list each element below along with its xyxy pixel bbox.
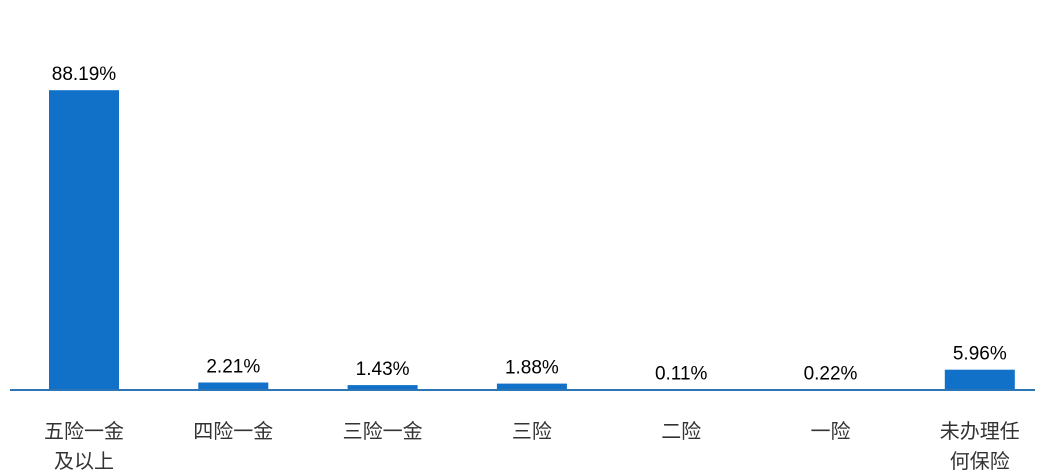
category-label-3: 三险 <box>512 419 552 443</box>
data-label-3: 1.88% <box>505 358 559 379</box>
bar-3 <box>496 383 567 390</box>
bar-1 <box>198 382 269 390</box>
category-label-6-line-1: 何保险 <box>950 449 1010 472</box>
bars-group <box>49 90 1015 390</box>
category-label-0-line-1: 及以上 <box>54 449 114 472</box>
bar-0 <box>49 90 119 390</box>
category-label-0-line-0: 五险一金 <box>44 419 124 443</box>
data-label-2: 1.43% <box>356 359 410 380</box>
bar-2 <box>347 385 418 390</box>
bar-6 <box>944 369 1015 390</box>
data-label-5: 0.22% <box>804 363 858 384</box>
data-labels-group: 88.19% 2.21% 1.43% 1.88% 0.11% 0.22% 5.96% <box>52 64 1007 384</box>
category-label-4: 二险 <box>661 419 701 443</box>
data-label-0: 88.19% <box>52 64 117 85</box>
data-label-4: 0.11% <box>655 364 708 385</box>
data-label-1: 2.21% <box>206 357 260 378</box>
category-label-6-line-0: 未办理任 <box>940 419 1020 443</box>
category-label-2: 三险一金 <box>343 419 423 443</box>
data-label-6: 5.96% <box>953 344 1007 365</box>
category-label-5: 一险 <box>811 419 851 443</box>
category-label-1: 四险一金 <box>193 419 273 443</box>
